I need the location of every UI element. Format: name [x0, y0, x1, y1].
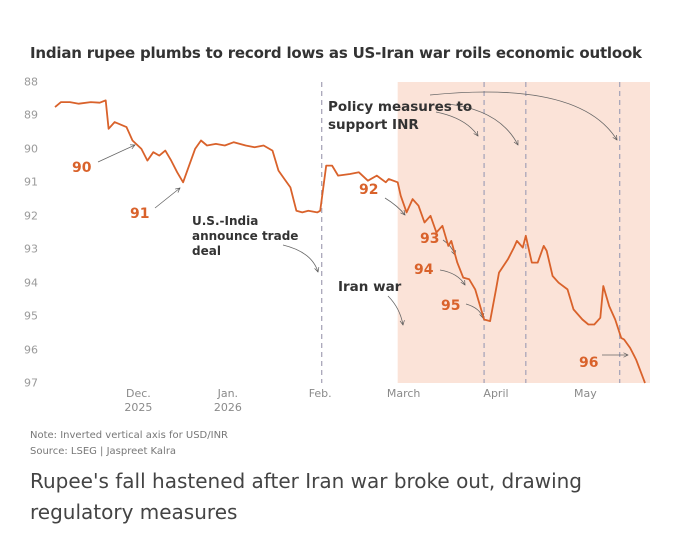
y-tick-label: 97	[24, 376, 38, 390]
annotation: 91	[130, 206, 150, 222]
caption: Rupee's fall hastened after Iran war bro…	[30, 469, 583, 524]
x-tick-label: Feb.	[308, 387, 332, 400]
chart-title: Indian rupee plumbs to record lows as US…	[30, 44, 642, 62]
annotation: 92	[359, 182, 379, 198]
annotation: Policy measures to support INR	[328, 99, 473, 133]
shaded-period	[397, 82, 650, 383]
annotation-arrows	[97, 91, 628, 355]
y-tick-label: 90	[24, 142, 38, 156]
annotation: Iran war	[338, 279, 402, 295]
source: Source: LSEG | Jaspreet Kalra	[30, 446, 177, 457]
y-tick-label: 88	[24, 75, 38, 89]
annotation: 96	[579, 355, 599, 371]
x-tick-label: April	[483, 387, 509, 400]
y-tick-label: 96	[24, 343, 38, 357]
y-tick-label: 94	[24, 276, 38, 290]
line	[54, 99, 646, 384]
annotation: U.S.-India announce trade deal	[192, 214, 299, 258]
annotation: 93	[420, 231, 440, 247]
x-tick-label: Jan. 2026	[213, 387, 242, 414]
x-tick-label: May	[574, 387, 597, 400]
annotation: 90	[72, 160, 92, 176]
x-tick-label: March	[386, 387, 421, 400]
annotation: 95	[441, 298, 461, 314]
y-tick-label: 89	[24, 108, 38, 122]
y-tick-label: 95	[24, 309, 38, 323]
y-tick-label: 93	[24, 242, 38, 256]
x-tick-label: Dec. 2025	[124, 387, 153, 414]
annotation: 94	[414, 262, 434, 278]
y-tick-label: 92	[24, 209, 38, 223]
note: Note: Inverted vertical axis for USD/INR	[30, 430, 229, 441]
y-tick-label: 91	[24, 175, 38, 189]
